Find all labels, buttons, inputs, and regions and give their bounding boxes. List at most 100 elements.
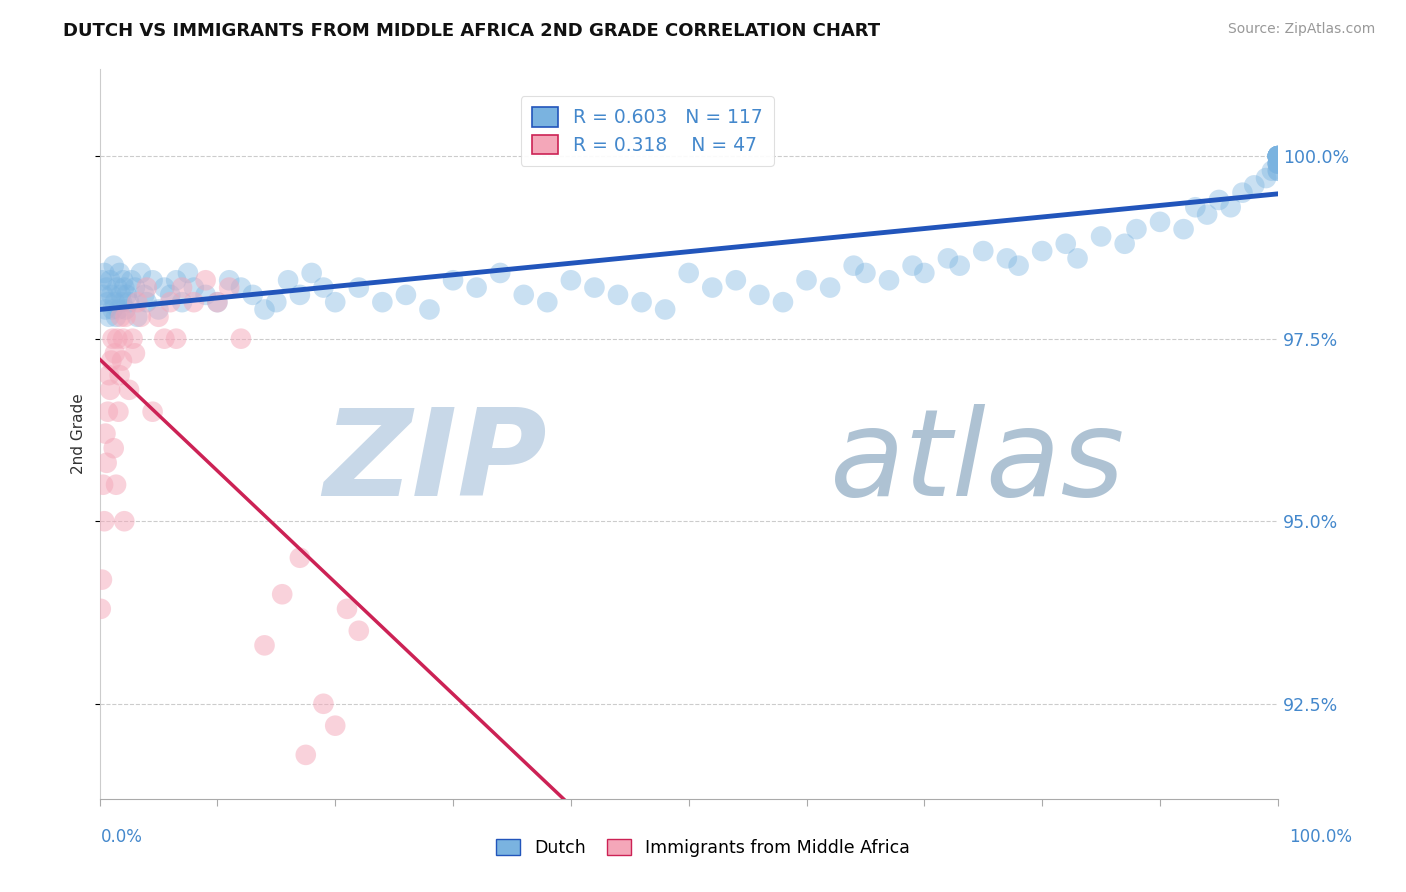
Point (560, 273, 582, 287)
Point (1267, 149, 1289, 163)
Point (266, 295, 288, 310)
Point (118, 295, 141, 310)
Point (1267, 149, 1289, 163)
Point (170, 295, 193, 310)
Point (312, 697, 335, 711)
Point (135, 280, 157, 294)
Point (105, 332, 128, 346)
Point (112, 273, 135, 287)
Point (1267, 149, 1289, 163)
Point (607, 288, 630, 302)
Text: Source: ZipAtlas.com: Source: ZipAtlas.com (1227, 22, 1375, 37)
Point (207, 295, 229, 310)
Point (101, 332, 124, 346)
Point (103, 259, 125, 273)
Point (142, 273, 165, 287)
Point (229, 280, 252, 294)
Point (1149, 215, 1171, 229)
Point (97, 295, 120, 310)
Point (97, 405, 120, 419)
Point (253, 638, 276, 652)
Point (134, 288, 156, 302)
Point (1261, 163, 1284, 178)
Point (218, 280, 240, 294)
Point (1267, 149, 1289, 163)
Point (312, 280, 335, 294)
Point (110, 288, 132, 302)
Point (96, 456, 118, 470)
Point (142, 405, 165, 419)
Point (93, 514, 115, 528)
Point (105, 280, 128, 294)
Point (90, 273, 112, 287)
Text: atlas: atlas (830, 404, 1125, 521)
Point (148, 302, 170, 317)
Legend: R = 0.603   N = 117, R = 0.318    N = 47: R = 0.603 N = 117, R = 0.318 N = 47 (520, 96, 775, 166)
Point (218, 273, 240, 287)
Point (93, 266, 115, 280)
Point (1267, 156, 1289, 170)
Point (465, 280, 488, 294)
Point (111, 353, 134, 368)
Point (1208, 193, 1230, 207)
Point (1267, 149, 1289, 163)
Point (153, 332, 176, 346)
Point (294, 747, 316, 762)
Point (1254, 171, 1277, 186)
Point (630, 295, 652, 310)
Point (177, 266, 200, 280)
Point (1184, 200, 1206, 214)
Point (724, 273, 747, 287)
Point (1267, 156, 1289, 170)
Point (772, 295, 794, 310)
Point (194, 288, 217, 302)
Y-axis label: 2nd Grade: 2nd Grade (72, 393, 86, 474)
Point (100, 353, 122, 368)
Point (395, 288, 418, 302)
Point (103, 441, 125, 455)
Point (100, 288, 122, 302)
Point (159, 295, 181, 310)
Point (1197, 208, 1219, 222)
Point (995, 252, 1018, 266)
Point (112, 280, 135, 294)
Point (949, 259, 972, 273)
Point (90, 573, 112, 587)
Point (105, 310, 128, 324)
Point (1031, 244, 1053, 258)
Point (129, 310, 152, 324)
Point (207, 295, 229, 310)
Point (855, 266, 877, 280)
Point (127, 295, 149, 310)
Point (98, 368, 121, 383)
Point (114, 310, 136, 324)
Point (1267, 149, 1289, 163)
Point (98, 310, 121, 324)
Point (583, 280, 606, 294)
Point (101, 302, 124, 317)
Point (1267, 163, 1289, 178)
Point (323, 295, 346, 310)
Point (242, 288, 264, 302)
Point (121, 332, 143, 346)
Point (253, 302, 276, 317)
Point (1007, 259, 1029, 273)
Point (1267, 156, 1289, 170)
Text: ZIP: ZIP (323, 404, 547, 521)
Point (170, 280, 193, 294)
Point (1243, 178, 1265, 193)
Text: 0.0%: 0.0% (101, 828, 143, 846)
Point (1267, 149, 1289, 163)
Point (1267, 149, 1289, 163)
Point (418, 302, 440, 317)
Point (127, 310, 149, 324)
Point (104, 295, 127, 310)
Point (1267, 156, 1289, 170)
Point (114, 302, 136, 317)
Point (323, 719, 346, 733)
Point (96, 280, 118, 294)
Point (194, 273, 217, 287)
Point (536, 295, 558, 310)
Point (1066, 252, 1088, 266)
Point (110, 310, 132, 324)
